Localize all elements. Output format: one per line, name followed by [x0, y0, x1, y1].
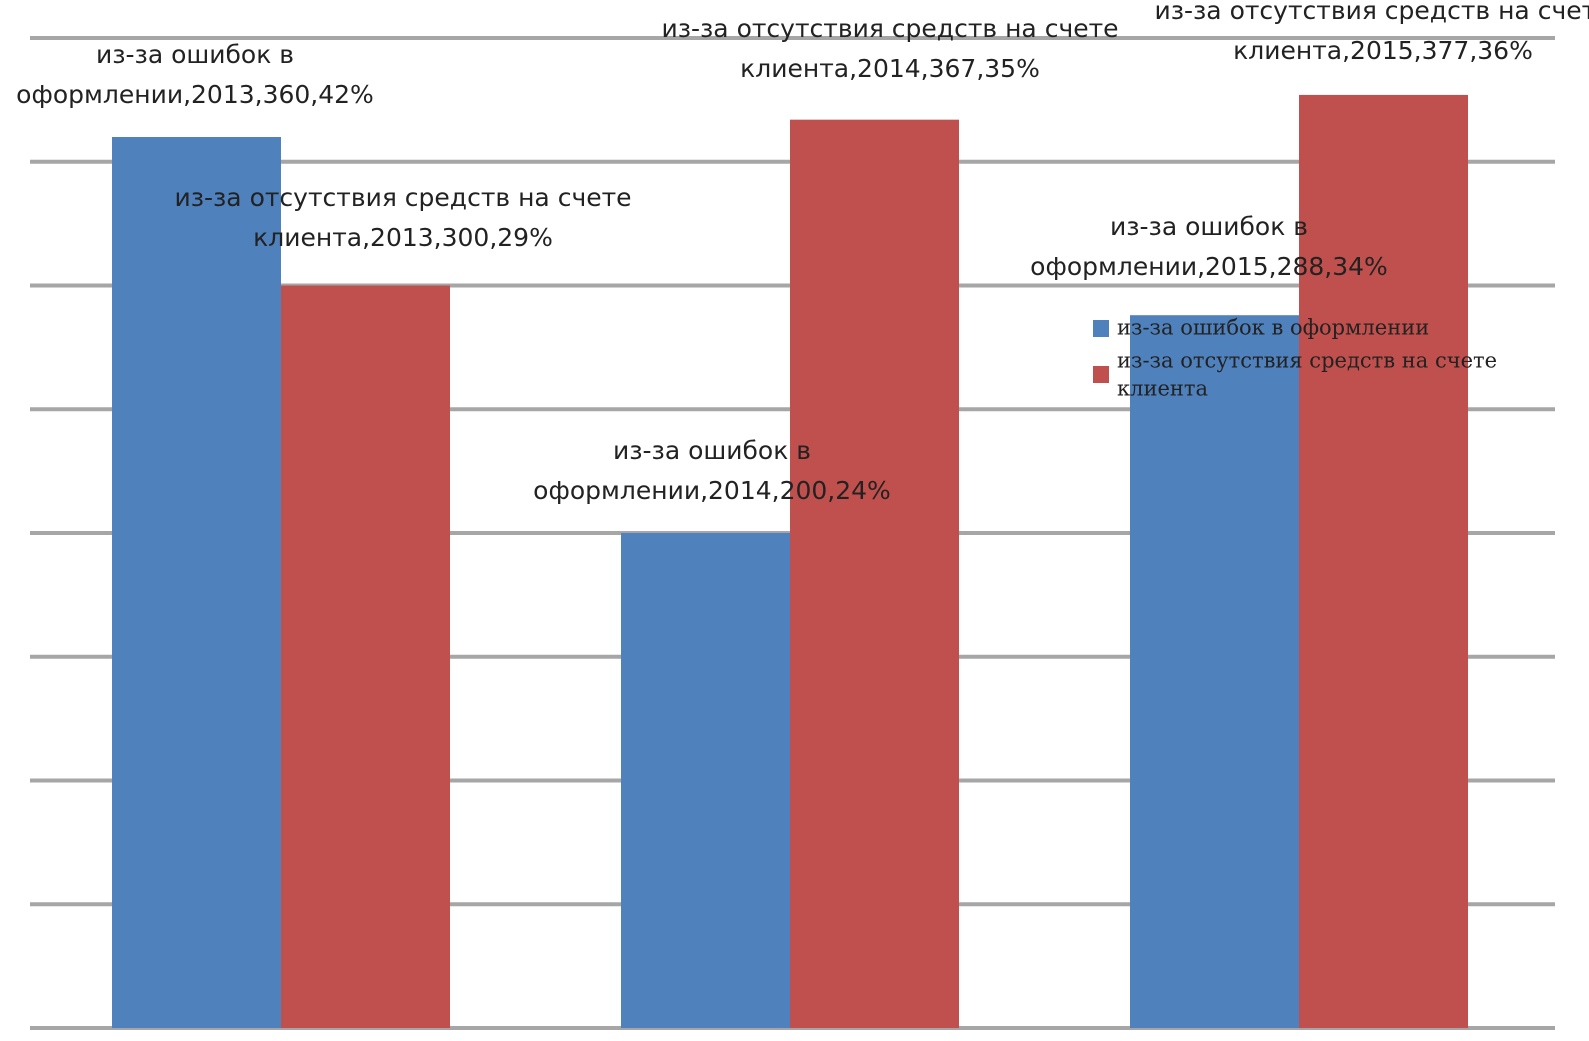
- data-label-series-2-2015-line-2: клиента,2015,377,36%: [1233, 36, 1533, 65]
- data-label-series-1-2015-line-1: из-за ошибок в: [1110, 212, 1308, 241]
- bar-series-2-2015: [1299, 94, 1468, 1029]
- data-label-series-1-2013-line-1: из-за ошибок в: [96, 40, 294, 69]
- data-labels: из-за ошибок в оформлении,2013,360,42% из-…: [16, 0, 1589, 505]
- bar-series-1-2013: [112, 137, 281, 1028]
- data-label-series-2-2013-line-2: клиента,2013,300,29%: [253, 223, 553, 252]
- legend-swatch-series-1: [1093, 320, 1109, 337]
- legend-label-series-2-line-2: клиента: [1117, 377, 1208, 401]
- bar-series-1-2014: [621, 533, 790, 1028]
- bar-series-2-2014: [790, 119, 959, 1029]
- data-label-series-2-2015-line-1: из-за отсутствия средств на счете: [1154, 0, 1589, 25]
- legend-label-series-1-line-1: из-за ошибок в оформлении: [1117, 316, 1429, 340]
- data-label-series-1-2014-line-2: оформлении,2014,200,24%: [533, 476, 891, 505]
- bar-series-1-2015: [1130, 315, 1299, 1028]
- data-label-series-2-2013-line-1: из-за отсутствия средств на счете: [174, 183, 631, 212]
- legend-swatch-series-2: [1093, 366, 1109, 383]
- bar-series-2-2013: [281, 285, 450, 1028]
- data-label-series-1-2014-line-1: из-за ошибок в: [613, 436, 811, 465]
- data-label-series-2-2014-line-2: клиента,2014,367,35%: [740, 54, 1040, 83]
- bars: [112, 94, 1468, 1029]
- data-label-series-2-2014-line-1: из-за отсутствия средств на счете: [661, 14, 1118, 43]
- data-label-series-1-2013-line-2: оформлении,2013,360,42%: [16, 80, 374, 109]
- legend-label-series-2-line-1: из-за отсутствия средств на счете: [1117, 349, 1497, 373]
- data-label-series-1-2015-line-2: оформлении,2015,288,34%: [1030, 252, 1388, 281]
- legend: из-за ошибок в оформлении из-за отсутстви…: [1093, 316, 1497, 401]
